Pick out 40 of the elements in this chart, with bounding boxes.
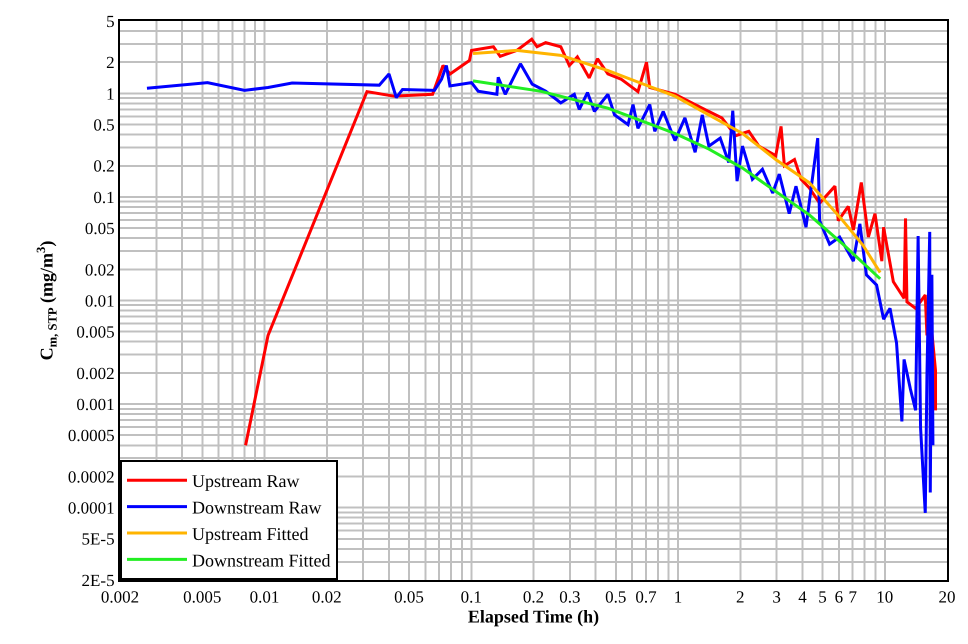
y-tick-label: 2 (106, 53, 115, 72)
x-tick-label: 0.1 (460, 587, 482, 606)
x-tick-label: 5 (818, 587, 827, 606)
y-tick-label: 0.5 (93, 116, 115, 135)
x-tick-label: 1 (674, 587, 682, 606)
x-tick-label: 0.7 (635, 587, 658, 606)
y-tick-label: 0.0001 (68, 498, 115, 518)
y-tick-label: 0.005 (76, 322, 115, 342)
legend-label: Upstream Fitted (192, 524, 308, 544)
x-tick-label: 20 (938, 587, 956, 606)
y-tick-label: 0.01 (84, 291, 115, 310)
y-tick-label: 2E-5 (82, 570, 115, 590)
y-tick-label: 5E-5 (82, 530, 115, 549)
y-tick-label: 0.2 (93, 156, 115, 176)
x-tick-label: 0.2 (522, 587, 544, 606)
legend-label: Upstream Raw (192, 471, 300, 492)
x-tick-label: 6 (834, 587, 844, 606)
y-tick-label: 0.0005 (68, 426, 115, 446)
x-tick-label: 0.02 (312, 587, 342, 606)
y-tick-label: 0.0002 (68, 467, 115, 486)
legend-label: Downstream Fitted (192, 550, 330, 570)
y-tick-label: 0.002 (76, 364, 115, 383)
x-tick-label: 0.01 (250, 587, 280, 606)
y-tick-label: 0.1 (93, 188, 115, 207)
y-tick-label: 0.02 (84, 260, 115, 280)
x-axis-title: Elapsed Time (h) (468, 606, 600, 626)
y-tick-label: 1 (106, 84, 115, 104)
x-tick-label: 0.05 (394, 587, 424, 606)
x-tick-label: 4 (798, 587, 808, 606)
y-tick-label: 0.001 (76, 395, 115, 414)
x-tick-label: 7 (848, 587, 858, 606)
x-tick-label: 0.5 (605, 587, 626, 606)
legend-label: Downstream Raw (192, 498, 322, 518)
x-tick-label: 0.3 (559, 587, 581, 606)
x-tick-label: 2 (736, 587, 744, 606)
y-tick-label: 0.05 (84, 219, 115, 238)
x-tick-label: 3 (772, 587, 781, 606)
y-tick-label: 5 (106, 12, 115, 31)
x-tick-label: 10 (876, 587, 894, 606)
x-tick-label: 0.005 (183, 587, 222, 606)
